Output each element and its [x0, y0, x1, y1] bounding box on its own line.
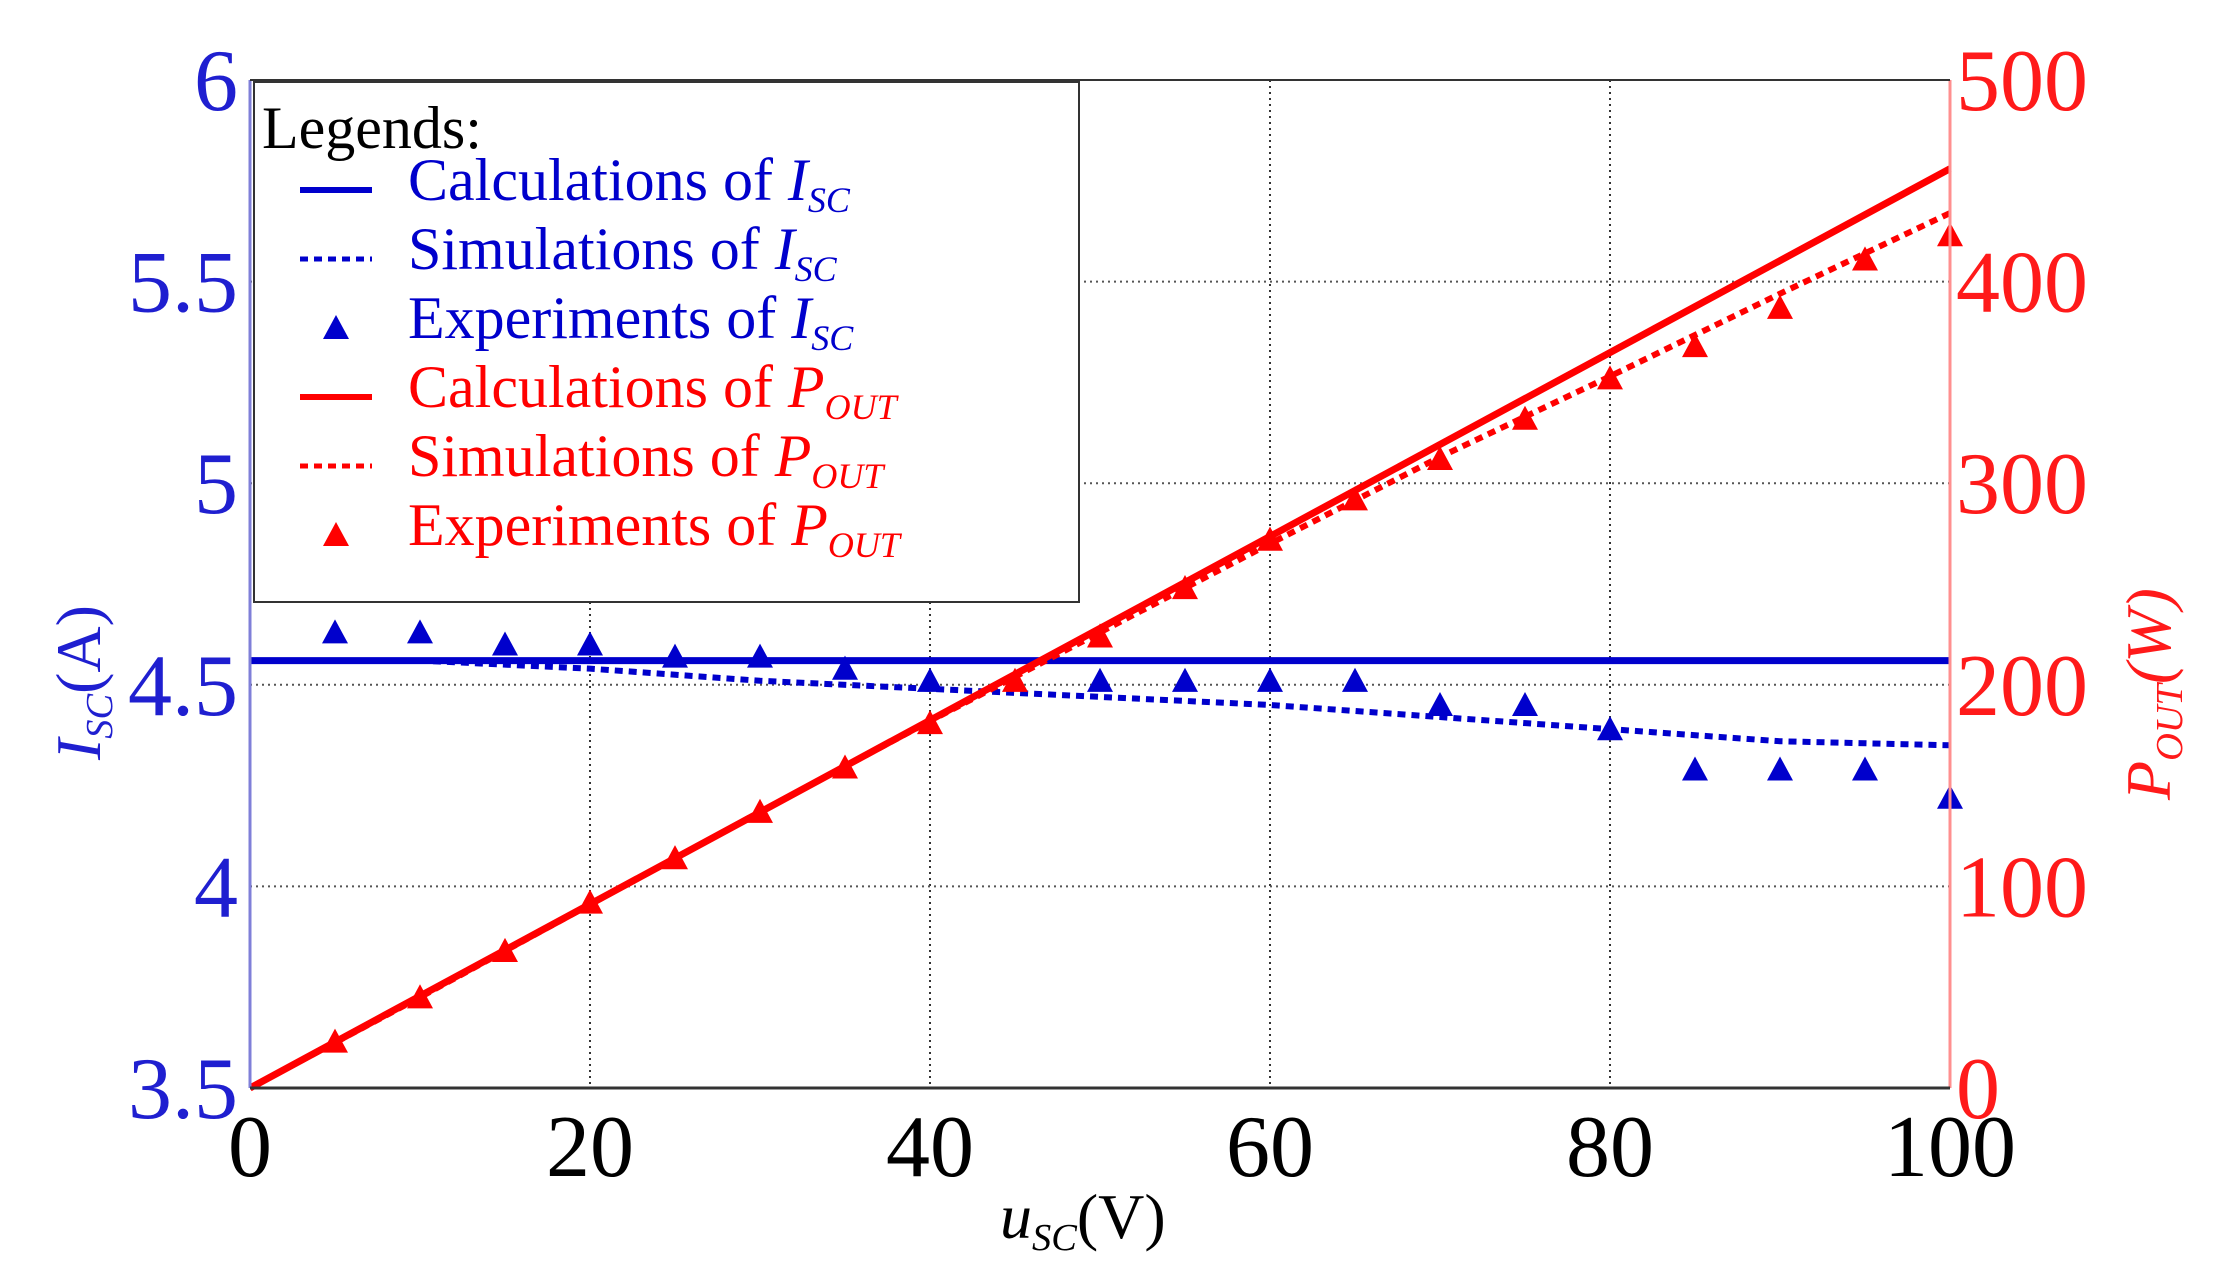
marker — [1342, 486, 1368, 511]
x-tick-label: 80 — [1566, 1099, 1654, 1196]
simulation-line — [335, 657, 1951, 749]
marker — [747, 643, 773, 668]
marker — [1852, 756, 1878, 781]
marker — [1767, 756, 1793, 781]
marker — [1172, 667, 1198, 692]
simulation-line — [248, 210, 1952, 1091]
marker — [832, 754, 858, 779]
marker — [1257, 526, 1283, 551]
marker — [1597, 716, 1623, 741]
y-left-axis-title: ISC(A) — [43, 605, 121, 761]
y-right-tick-label: 0 — [1956, 1041, 2000, 1138]
axes — [248, 79, 1952, 1090]
y-right-tick-label: 200 — [1956, 638, 2088, 735]
marker — [747, 798, 773, 823]
series-layer — [248, 165, 1963, 1092]
marker — [492, 937, 518, 962]
legend-swatch-marker — [323, 315, 349, 340]
x-axis-title: uSC(V) — [1000, 1181, 1166, 1259]
x-tick-label: 40 — [886, 1099, 974, 1196]
y-right-tick-label: 400 — [1956, 235, 2088, 332]
legend-entry-label: Calculations of ISC — [408, 147, 851, 220]
marker — [662, 845, 688, 870]
marker — [1597, 365, 1623, 390]
marker — [322, 619, 348, 644]
x-tick-label: 100 — [1884, 1099, 2016, 1196]
legend-entry-label: Calculations of POUT — [408, 354, 900, 427]
y-left-tick-label: 6 — [194, 33, 238, 130]
x-tick-label: 20 — [546, 1099, 634, 1196]
marker — [1427, 446, 1453, 471]
marker — [1087, 667, 1113, 692]
marker — [1427, 691, 1453, 717]
marker — [407, 619, 433, 644]
y-left-tick-label: 5 — [194, 436, 238, 533]
marker — [577, 889, 603, 914]
marker — [1767, 294, 1793, 319]
marker — [407, 984, 433, 1009]
marker — [1342, 667, 1368, 692]
marker — [662, 643, 688, 668]
axis-labels: 0 20 40 60 80 1003.544.555.560100200300400500… — [43, 33, 2191, 1259]
y-left-tick-label: 3.5 — [128, 1041, 238, 1138]
x-tick-label: 60 — [1226, 1099, 1314, 1196]
marker — [1682, 756, 1708, 781]
y-right-axis-title: POUT(W) — [2113, 588, 2191, 801]
marker — [917, 710, 943, 735]
marker — [1682, 333, 1708, 358]
legend-entry-label: Experiments of POUT — [408, 492, 903, 565]
marker — [322, 1028, 348, 1053]
legend-swatch-marker — [323, 522, 349, 547]
marker — [1002, 667, 1028, 692]
y-left-tick-label: 5.5 — [128, 235, 238, 332]
y-left-tick-label: 4.5 — [128, 638, 238, 735]
marker — [832, 655, 858, 680]
marker — [1172, 575, 1198, 600]
marker — [1852, 246, 1878, 271]
marker — [1512, 405, 1538, 430]
legend-entry-label: Experiments of ISC — [408, 285, 854, 358]
marker — [1087, 623, 1113, 648]
y-right-tick-label: 100 — [1956, 839, 2088, 936]
y-left-tick-label: 4 — [194, 839, 238, 936]
legend-title: Legends: — [262, 95, 482, 161]
y-right-tick-label: 300 — [1956, 436, 2088, 533]
legend-entry-label: Simulations of POUT — [408, 423, 886, 496]
legend-box — [253, 81, 1080, 603]
x-tick-label: 0 — [228, 1099, 272, 1196]
marker — [577, 631, 603, 656]
marker — [1512, 691, 1538, 717]
legend-entry-label: Simulations of ISC — [408, 216, 838, 289]
marker — [492, 631, 518, 656]
marker — [917, 667, 943, 692]
marker — [1257, 667, 1283, 692]
y-right-tick-label: 500 — [1956, 33, 2088, 130]
